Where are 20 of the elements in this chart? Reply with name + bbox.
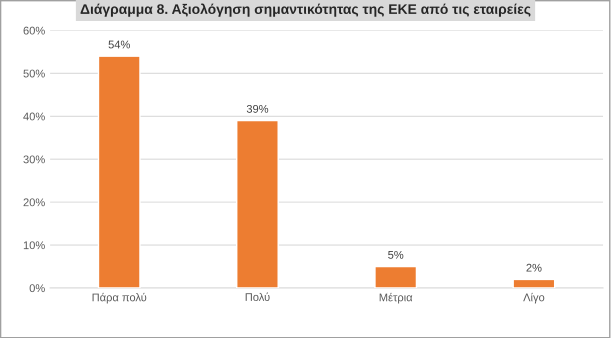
bar	[374, 266, 418, 288]
bar	[512, 278, 556, 288]
y-tick-label: 0%	[30, 284, 45, 292]
data-label: 39%	[246, 104, 268, 113]
x-tick-label: Πολύ	[246, 292, 270, 301]
y-tick-label: 20%	[24, 198, 45, 206]
bar	[98, 55, 141, 288]
x-tick-label: Μέτρια	[380, 292, 412, 304]
y-tick-label: 40%	[23, 112, 45, 120]
y-tick-label: 60%	[24, 26, 45, 35]
y-tick-label: 50%	[23, 70, 45, 78]
y-tick-label: 30%	[23, 155, 45, 164]
x-tick-label: Λίγο	[523, 292, 544, 304]
chart-title: Διάγραμμα 8. Αξιολόγηση σημαντικότητας της ΕΚΕ από τις εταιρείες	[80, 3, 530, 17]
data-label: 5%	[388, 250, 404, 259]
y-tick-label: 10%	[24, 241, 45, 250]
data-label: 54%	[108, 40, 130, 48]
data-label: 2%	[526, 264, 542, 272]
x-tick-label: Πάρα πολύ	[92, 292, 146, 304]
bar	[236, 120, 279, 288]
